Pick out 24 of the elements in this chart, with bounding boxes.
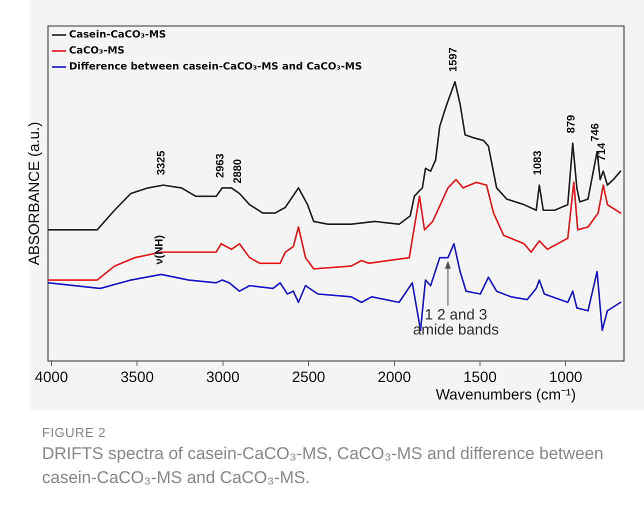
- x-tick-label: 1500: [463, 369, 497, 386]
- legend-label: Casein-CaCO₃-MS: [69, 30, 166, 41]
- annotation: 1083: [532, 150, 544, 176]
- annotation: 2963: [214, 153, 227, 178]
- x-tick-label: 3000: [206, 369, 240, 386]
- x-tick-label: 4000: [34, 369, 68, 386]
- annotation: 3325: [156, 150, 168, 176]
- legend-label: CaCO₃-MS: [69, 46, 125, 57]
- annotation: ν(NH): [154, 234, 166, 264]
- annotation: 1 2 and 3 amide bands: [412, 306, 499, 338]
- legend-label: Difference between casein-CaCO₃-MS and CaCO₃-MS: [69, 62, 362, 73]
- y-axis-title: ABSORBANCE (a.u.): [26, 122, 44, 266]
- x-tick-label: 2500: [292, 369, 326, 386]
- text: FIGURE 2: [42, 425, 107, 440]
- annotation: 1597: [448, 47, 460, 72]
- x-tick-label: 3500: [120, 369, 154, 386]
- annotation: 746: [590, 123, 602, 142]
- x-axis-title: Wavenumbers (cm⁻¹): [436, 386, 576, 404]
- annotation: 879: [565, 114, 578, 134]
- x-tick-label: 2000: [378, 369, 411, 386]
- annotation: 2880: [232, 159, 244, 184]
- text: DRIFTS spectra of casein-CaCO₃-MS, CaCO₃-MS and difference between casein-CaCO₃-MS and CaCO₃-MS.: [42, 443, 605, 489]
- annotation: 714: [596, 142, 608, 162]
- x-tick-label: 1000: [549, 369, 582, 386]
